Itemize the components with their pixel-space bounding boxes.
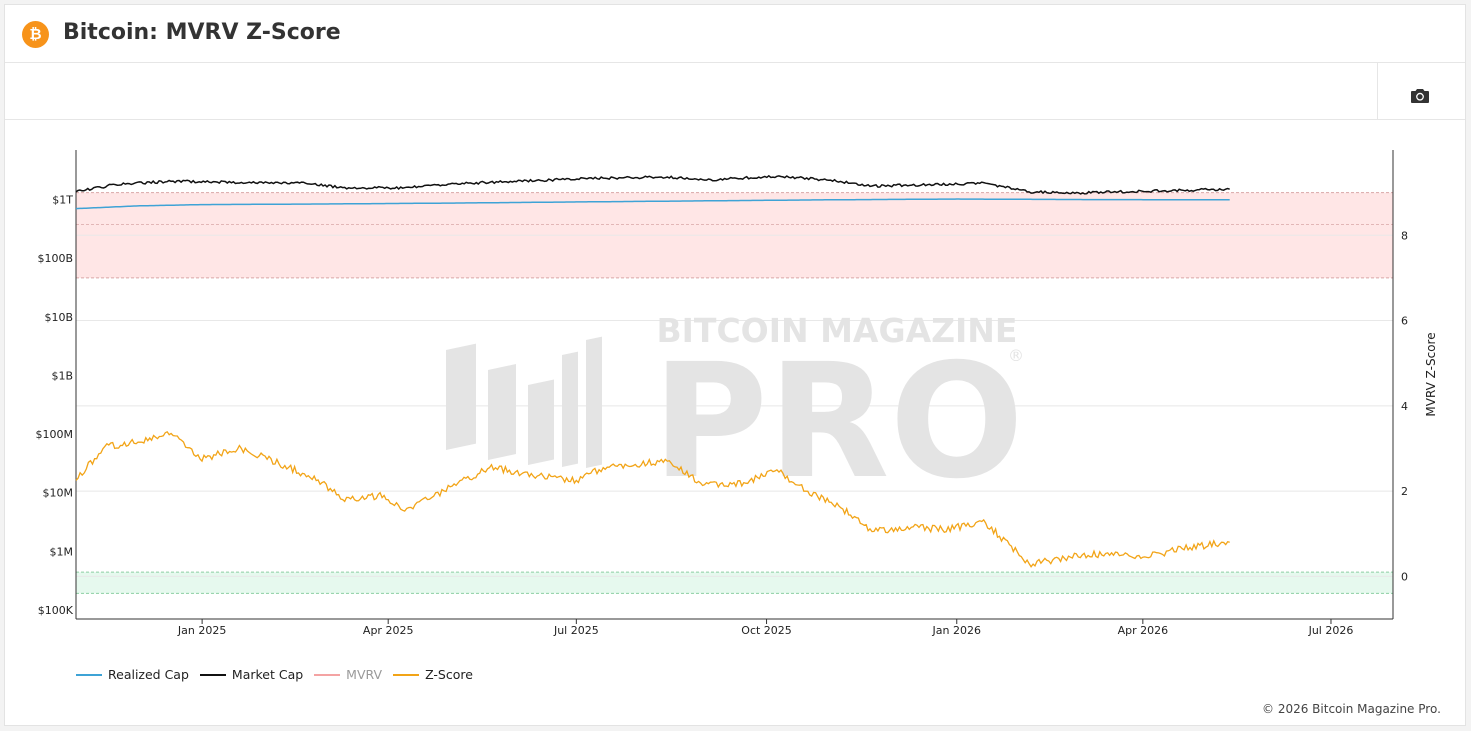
watermark-stripe-0	[446, 343, 476, 450]
series-line-z-score	[75, 430, 1230, 568]
x-tick-label: Jul 2025	[553, 624, 599, 637]
watermark-stripe-1	[488, 364, 516, 460]
legend-swatch-market-cap	[199, 673, 226, 676]
camera-icon[interactable]	[1411, 88, 1429, 103]
legend-swatch-realized-cap	[76, 673, 102, 676]
legend-label-realized-cap: Realized Cap	[108, 667, 189, 682]
x-tick-label: Apr 2025	[363, 624, 414, 637]
legend-label-market-cap: Market Cap	[231, 667, 304, 682]
y-right-tick-label: 8	[1401, 229, 1408, 242]
watermark-stripe-4	[586, 336, 602, 468]
legend-label-z-score: Z-Score	[425, 667, 473, 682]
band-undervalued	[76, 572, 1393, 594]
legend-item-mvrv[interactable]: MVRV	[314, 667, 382, 682]
y-left-tick-label: $1M	[50, 545, 74, 558]
watermark-line1: BITCOIN MAGAZINE	[657, 311, 1018, 350]
copyright-text: © 2026 Bitcoin Magazine Pro.	[1262, 702, 1441, 716]
y-left-tick-label: $10M	[43, 487, 74, 500]
legend-item-z-score[interactable]: Z-Score	[393, 667, 473, 682]
x-tick-label: Jan 2025	[177, 624, 226, 637]
y-left-tick-label: $100B	[37, 252, 73, 265]
watermark-mark: ®	[1008, 346, 1024, 365]
bitcoin-logo-icon: ₿	[22, 21, 49, 48]
legend-item-market-cap[interactable]: Market Cap	[199, 667, 304, 682]
x-tick-label: Jul 2026	[1308, 624, 1354, 637]
chart-legend: Realized Cap Market Cap MVRV Z-Score	[76, 667, 484, 682]
page-title: Bitcoin: MVRV Z-Score	[63, 20, 341, 45]
x-tick-label: Jan 2026	[932, 624, 981, 637]
legend-item-realized-cap[interactable]: Realized Cap	[76, 667, 189, 682]
watermark-line2: PRO	[652, 330, 1024, 514]
y-right-tick-label: 2	[1401, 485, 1408, 498]
toolbar	[5, 62, 1465, 120]
watermark-stripe-3	[562, 351, 578, 467]
y-left-tick-label: $100M	[36, 428, 74, 441]
toolbar-divider	[1377, 62, 1378, 119]
y-left-tick-label: $10B	[44, 311, 73, 324]
legend-swatch-z-score	[393, 673, 420, 676]
y-left-tick-label: $1T	[52, 194, 73, 207]
y-right-tick-label: 4	[1401, 400, 1408, 413]
y-right-tick-label: 6	[1401, 315, 1408, 328]
series-line-market-cap	[75, 174, 1230, 195]
y-left-tick-label: $1B	[51, 369, 73, 382]
legend-swatch-mvrv	[314, 673, 341, 676]
watermark-stripe-2	[528, 379, 554, 465]
legend-label-mvrv: MVRV	[346, 667, 383, 682]
x-tick-label: Oct 2025	[741, 624, 792, 637]
chart-card: ₿ Bitcoin: MVRV Z-Score	[4, 4, 1466, 726]
y-left-tick-label: $100K	[38, 604, 74, 617]
header: ₿ Bitcoin: MVRV Z-Score	[5, 5, 1465, 63]
y-right-axis-title: MVRV Z-Score	[1424, 332, 1438, 416]
y-right-tick-label: 0	[1401, 570, 1408, 583]
series-line-realized-cap	[75, 198, 1230, 210]
x-tick-label: Apr 2026	[1118, 624, 1169, 637]
